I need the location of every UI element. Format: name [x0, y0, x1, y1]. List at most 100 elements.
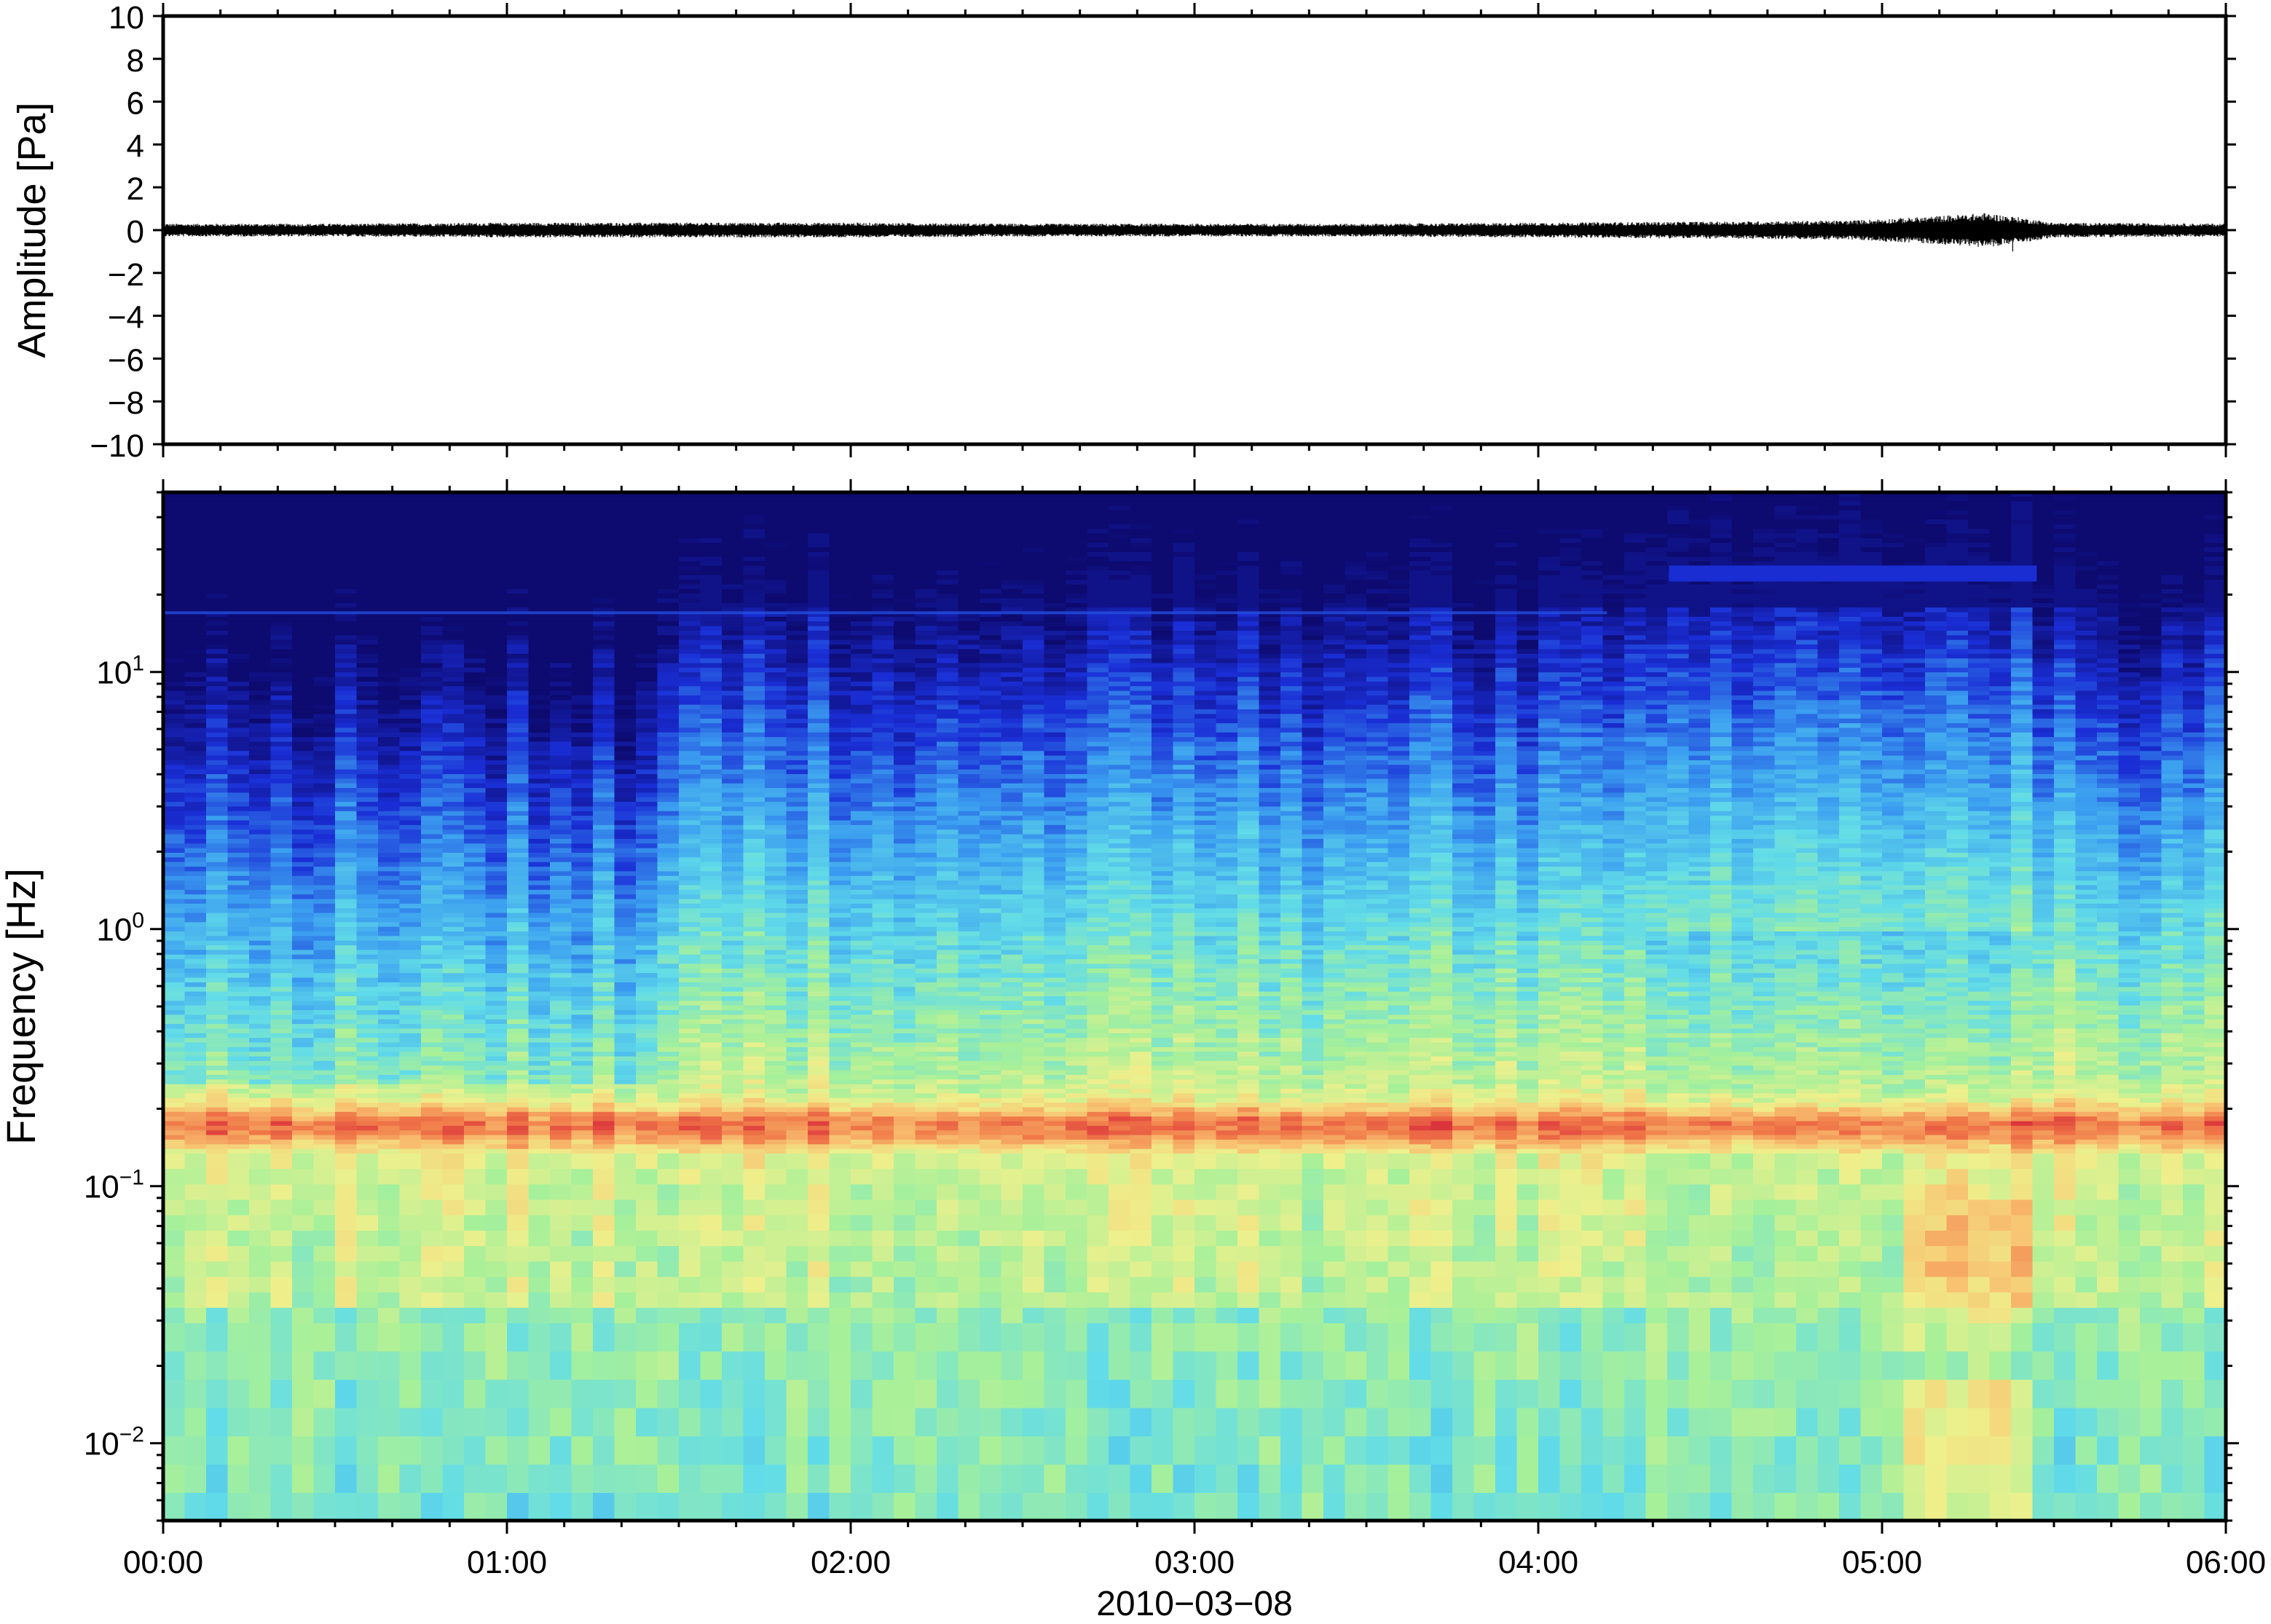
spectrogram-cell: [163, 982, 186, 988]
spectrogram-cell: [743, 1009, 765, 1015]
spectrogram-cell: [335, 510, 358, 516]
spectrogram-cell: [378, 792, 401, 797]
spectrogram-cell: [657, 699, 680, 705]
spectrogram-cell: [571, 778, 594, 784]
spectrogram-cell: [378, 579, 401, 585]
spectrogram-cell: [614, 903, 637, 909]
spectrogram-cell: [313, 593, 336, 599]
spectrogram-cell: [722, 815, 744, 821]
spectrogram-cell: [614, 717, 637, 724]
spectrogram-cell: [163, 597, 186, 603]
spectrogram-cell: [292, 597, 315, 603]
spectrogram-cell: [700, 1051, 723, 1057]
spectrogram-cell: [464, 898, 487, 904]
spectrogram-cell: [722, 524, 744, 529]
spectrogram-cell: [657, 495, 680, 502]
spectrogram-cell: [356, 644, 379, 650]
spectrogram-cell: [786, 1069, 808, 1075]
spectrogram-cell: [270, 1261, 293, 1277]
spectrogram-cell: [528, 931, 551, 937]
spectrogram-cell: [743, 1464, 765, 1493]
spectrogram-cell: [679, 1261, 701, 1277]
spectrogram-cell: [313, 852, 336, 858]
spectrogram-cell: [614, 500, 637, 506]
spectrogram-cell: [743, 880, 765, 886]
spectrogram-cell: [292, 764, 315, 770]
spectrogram-cell: [292, 926, 315, 932]
spectrogram-cell: [507, 1307, 530, 1323]
spectrogram-cell: [163, 593, 186, 599]
spectrogram-cell: [722, 1028, 744, 1033]
spectrogram-cell: [356, 754, 379, 760]
spectrogram-cell: [679, 597, 701, 603]
spectrogram-cell: [163, 1000, 186, 1006]
spectrogram-cell: [356, 625, 379, 631]
spectrogram-cell: [636, 843, 658, 848]
spectrogram-cell: [679, 1168, 701, 1185]
spectrogram-cell: [571, 616, 594, 622]
spectrogram-cell: [249, 1028, 272, 1033]
spectrogram-cell: [765, 1116, 787, 1122]
spectrogram-cell: [722, 616, 744, 622]
spectrogram-cell: [356, 939, 379, 946]
spectrogram-cell: [163, 583, 186, 589]
spectrogram-cell: [722, 1055, 744, 1061]
spectrogram-cell: [743, 1116, 765, 1122]
spectrogram-cell: [399, 703, 422, 710]
spectrogram-cell: [786, 593, 808, 599]
spectrogram-cell: [485, 1307, 508, 1323]
spectrogram-cell: [184, 852, 207, 858]
spectrogram-cell: [571, 1051, 594, 1057]
spectrogram-cell: [636, 1435, 658, 1465]
spectrogram-cell: [786, 500, 808, 506]
spectrogram-cell: [356, 1079, 379, 1084]
spectrogram-cell: [700, 1199, 723, 1215]
spectrogram-cell: [550, 866, 572, 872]
spectrogram-cell: [679, 1102, 701, 1108]
spectrogram-cell: [765, 528, 787, 534]
spectrogram-cell: [765, 1307, 787, 1323]
spectrogram-cell: [550, 1125, 572, 1131]
spectrogram-cell: [765, 768, 787, 774]
spectrogram-cell: [184, 1106, 207, 1112]
spectrogram-cell: [184, 1004, 207, 1011]
spectrogram-cell: [356, 709, 379, 714]
spectrogram-cell: [571, 727, 594, 733]
spectrogram-cell: [313, 1214, 336, 1231]
spectrogram-cell: [657, 1097, 680, 1103]
spectrogram-cell: [679, 1130, 701, 1135]
spectrogram-cell: [679, 861, 701, 867]
spectrogram-cell: [356, 824, 379, 830]
spectrogram-cell: [722, 977, 744, 982]
spectrogram-cell: [528, 986, 551, 992]
spectrogram-cell: [657, 1014, 680, 1020]
spectrogram-cell: [614, 1407, 637, 1437]
spectrogram-cell: [485, 648, 508, 654]
spectrogram-cell: [571, 972, 594, 978]
spectrogram-cell: [700, 889, 723, 895]
spectrogram-cell: [464, 912, 487, 918]
spectrogram-cell: [335, 1379, 358, 1408]
spectrogram-cell: [636, 782, 658, 789]
spectrogram-cell: [743, 1055, 765, 1061]
spectrogram-cell: [464, 824, 487, 830]
spectrogram-cell: [657, 939, 680, 946]
spectrogram-cell: [636, 917, 658, 923]
spectrogram-cell: [657, 732, 680, 738]
spectrogram-cell: [485, 986, 508, 992]
spectrogram-cell: [421, 709, 444, 714]
spectrogram-cell: [571, 500, 594, 506]
spectrogram-cell: [249, 500, 272, 506]
spectrogram-cell: [292, 671, 315, 677]
spectrogram-cell: [399, 556, 422, 561]
spectrogram-cell: [528, 782, 551, 789]
spectrogram-cell: [507, 1041, 530, 1047]
spectrogram-cell: [614, 1148, 637, 1154]
spectrogram-cell: [270, 1060, 293, 1066]
spectrogram-cell: [722, 722, 744, 728]
spectrogram-cell: [227, 935, 250, 941]
spectrogram-cell: [550, 1111, 572, 1117]
spectrogram-cell: [206, 616, 229, 622]
spectrogram-cell: [292, 569, 315, 575]
spectrogram-cell: [206, 760, 229, 765]
